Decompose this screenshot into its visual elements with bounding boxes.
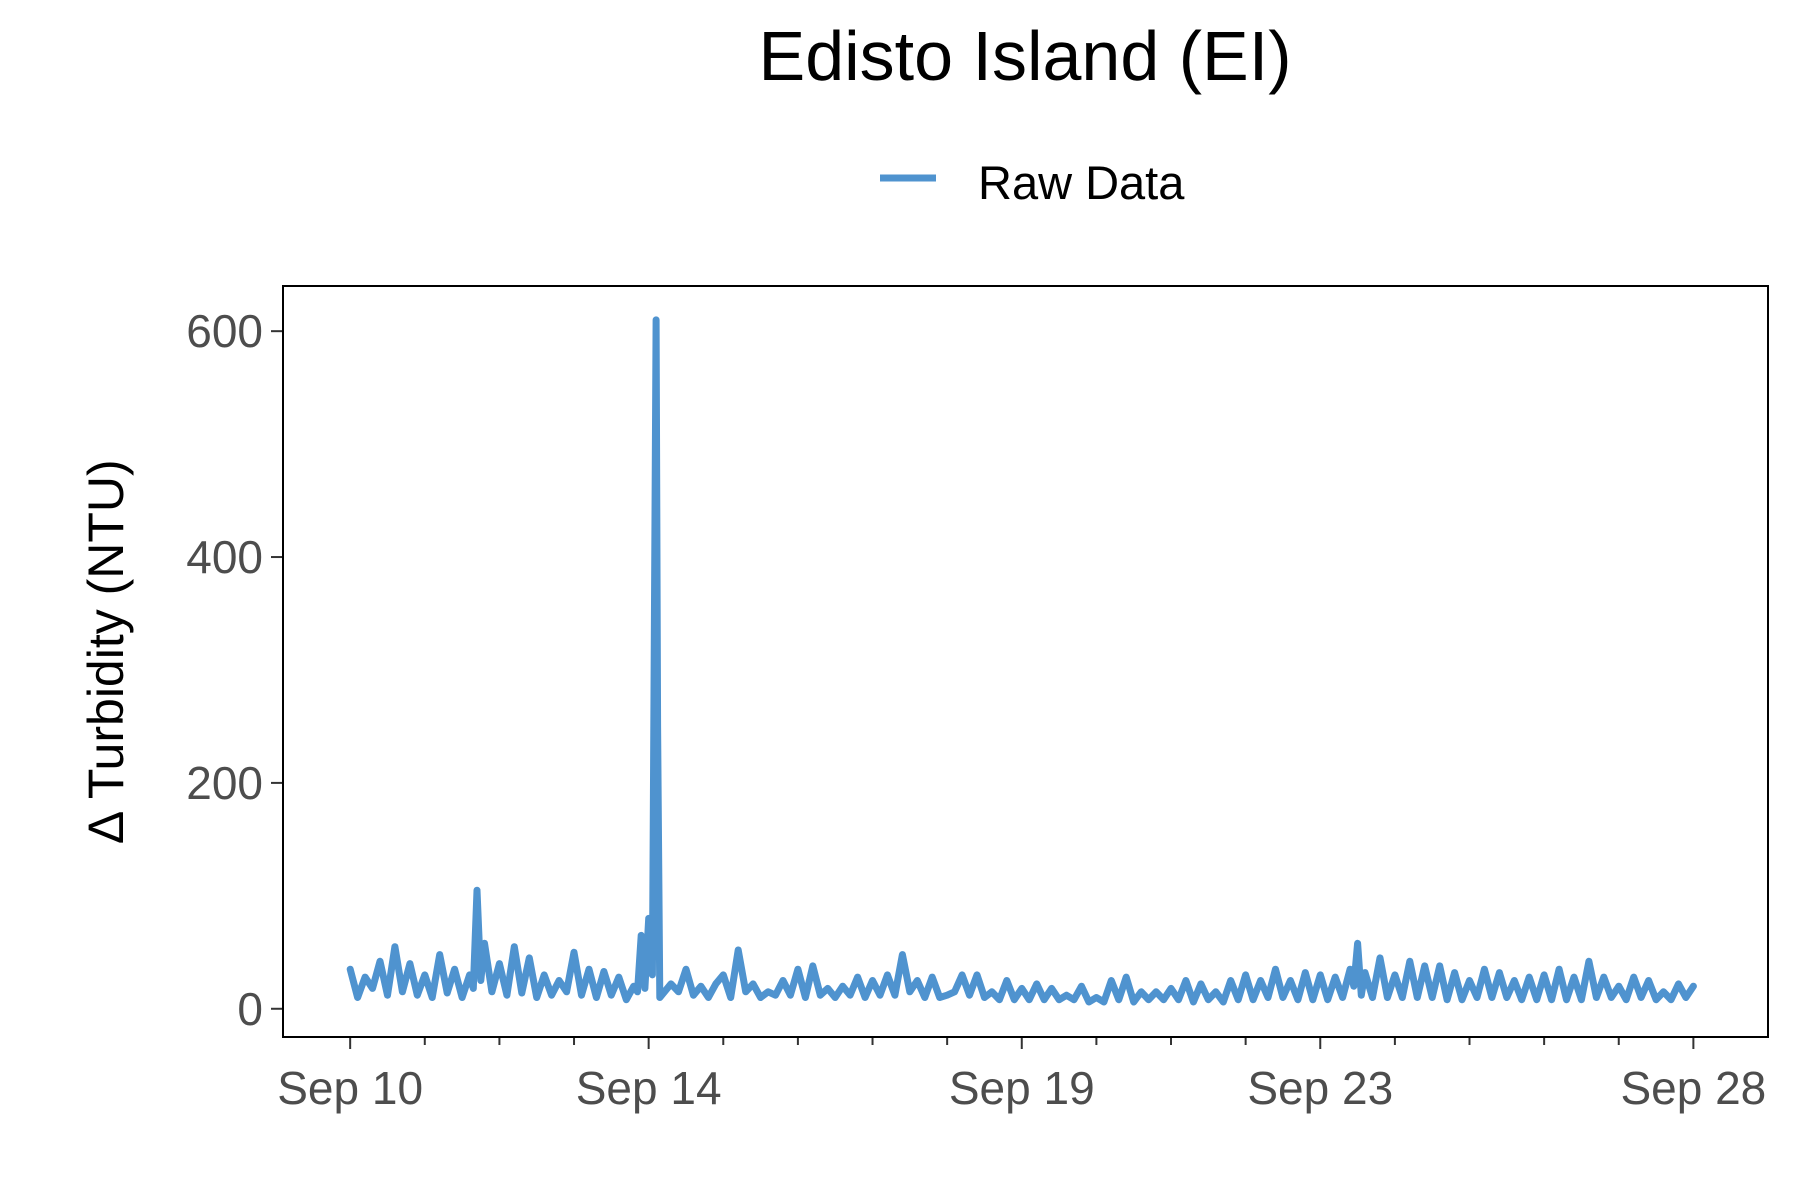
- series-line-raw-data: [346, 316, 1697, 1006]
- x-axis: Sep 10 Sep 14 Sep 19 Sep 23 Sep 28: [277, 1037, 1766, 1114]
- x-tick-label: Sep 28: [1620, 1062, 1766, 1114]
- y-tick-label: 200: [186, 757, 263, 809]
- y-tick-label: 600: [186, 305, 263, 357]
- y-tick-label: 400: [186, 531, 263, 583]
- x-tick-label: Sep 10: [277, 1062, 423, 1114]
- legend-label-raw-data: Raw Data: [978, 156, 1185, 209]
- y-tick-label: 0: [237, 983, 263, 1035]
- legend: Raw Data: [880, 156, 1185, 209]
- x-tick-label: Sep 23: [1247, 1062, 1393, 1114]
- y-axis-title: ∆ Turbidity (NTU): [78, 459, 134, 842]
- y-axis: 0 200 400 600: [186, 305, 283, 1035]
- x-tick-label: Sep 14: [576, 1062, 722, 1114]
- x-tick-label: Sep 19: [949, 1062, 1095, 1114]
- plot-panel-border: [282, 285, 1769, 1038]
- chart-title: Edisto Island (EI): [759, 17, 1292, 95]
